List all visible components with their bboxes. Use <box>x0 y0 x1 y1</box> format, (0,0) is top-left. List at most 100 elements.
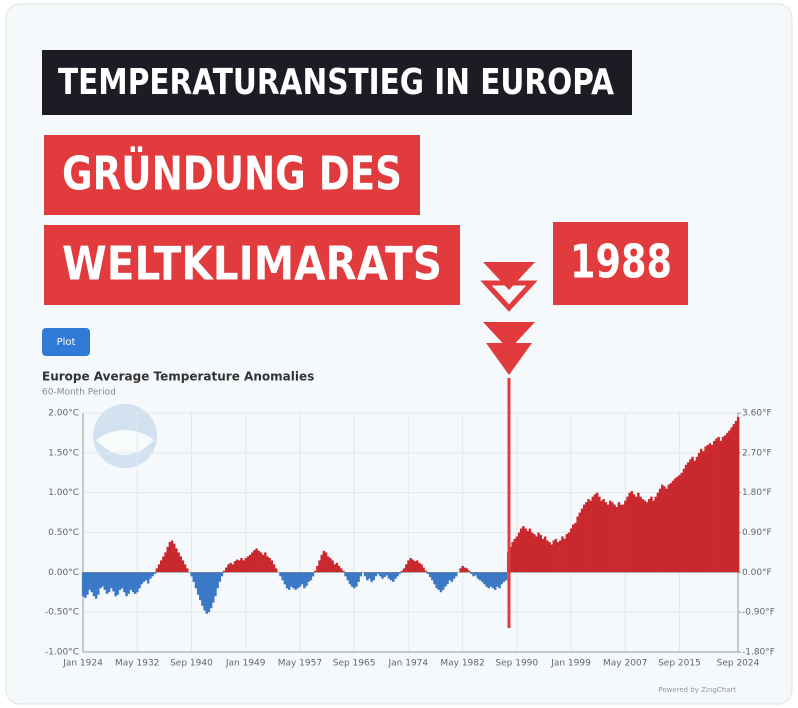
bar <box>593 494 597 573</box>
y-tick-label: 0.50°C <box>48 528 79 538</box>
bar <box>290 572 293 587</box>
bar <box>517 532 521 573</box>
bar <box>613 504 616 573</box>
bar <box>103 572 107 590</box>
bar <box>715 438 718 573</box>
bar <box>719 440 723 573</box>
bar <box>513 538 516 573</box>
banner-text: GRÜNDUNG DES <box>62 147 402 201</box>
bar <box>446 572 449 585</box>
bar <box>392 572 395 582</box>
bar <box>589 500 592 573</box>
bar <box>528 528 532 573</box>
bar <box>494 572 497 590</box>
bar <box>88 572 91 590</box>
bar <box>485 572 488 587</box>
bar <box>196 572 200 595</box>
bar <box>526 530 530 573</box>
bar <box>149 572 152 579</box>
bar <box>229 562 232 573</box>
bar <box>329 557 332 573</box>
headline-box <box>42 50 632 115</box>
bar <box>348 572 352 585</box>
bar <box>170 540 174 573</box>
bar <box>383 572 386 578</box>
x-tick-label: Sep 1965 <box>333 659 376 669</box>
bar <box>173 543 176 573</box>
button-label[interactable]: Plot <box>57 337 76 348</box>
bar <box>326 556 330 573</box>
bar <box>396 572 399 577</box>
bar <box>385 572 389 576</box>
bar <box>162 556 165 573</box>
bar <box>281 572 284 581</box>
bar <box>676 476 679 573</box>
bar <box>209 572 213 609</box>
bar <box>340 568 343 573</box>
bar <box>133 572 137 594</box>
bar <box>470 572 473 574</box>
bar <box>342 570 345 573</box>
bar <box>684 464 688 573</box>
bar <box>465 568 469 573</box>
bar <box>207 572 211 613</box>
x-tick-label: Sep 2024 <box>717 659 760 669</box>
bar <box>337 565 341 573</box>
bar <box>370 572 373 582</box>
bar <box>283 572 287 585</box>
bar <box>199 572 202 601</box>
bar <box>405 564 408 573</box>
bar <box>107 572 111 593</box>
bar <box>305 572 308 586</box>
bar <box>164 552 167 573</box>
bar <box>732 424 736 573</box>
chart-title: Europe Average Temperature Anomalies <box>42 370 314 384</box>
bar <box>233 561 237 573</box>
bar <box>316 565 319 573</box>
bar <box>313 570 317 573</box>
y2-tick-label: 3.60°F <box>742 409 772 419</box>
bar <box>483 572 486 585</box>
bar <box>704 446 707 573</box>
bar <box>138 572 141 589</box>
bar <box>678 475 681 573</box>
bar <box>255 548 258 573</box>
bar <box>99 572 102 589</box>
bar <box>409 557 412 573</box>
bar <box>186 568 189 573</box>
bar <box>717 436 720 573</box>
bar <box>567 532 571 573</box>
x-tick-label: Jan 1949 <box>225 659 266 669</box>
plot-button[interactable] <box>42 328 90 356</box>
bar <box>112 572 115 592</box>
bar <box>251 552 254 573</box>
bar <box>272 564 276 573</box>
bar <box>285 572 289 589</box>
bar <box>439 572 443 593</box>
bar <box>110 572 113 589</box>
bar <box>608 500 612 573</box>
bar <box>279 572 282 577</box>
bar <box>563 538 566 573</box>
bar <box>387 572 391 579</box>
bar <box>357 572 360 582</box>
bar <box>407 560 410 573</box>
bar <box>344 572 347 577</box>
bar <box>220 572 224 577</box>
bar <box>350 572 354 587</box>
bar <box>615 507 618 573</box>
bar <box>650 496 653 573</box>
bar <box>674 478 677 573</box>
bar <box>687 462 690 573</box>
bar <box>81 572 85 597</box>
bar <box>183 564 187 573</box>
bar <box>658 488 662 573</box>
bar <box>159 560 163 573</box>
x-tick-label: Jan 1999 <box>550 659 591 669</box>
bar <box>726 432 729 573</box>
bar <box>539 534 543 573</box>
bar <box>602 499 605 573</box>
headline: TEMPERATURANSTIEG IN EUROPA <box>58 62 614 103</box>
bar <box>84 572 87 598</box>
bar <box>142 572 146 582</box>
